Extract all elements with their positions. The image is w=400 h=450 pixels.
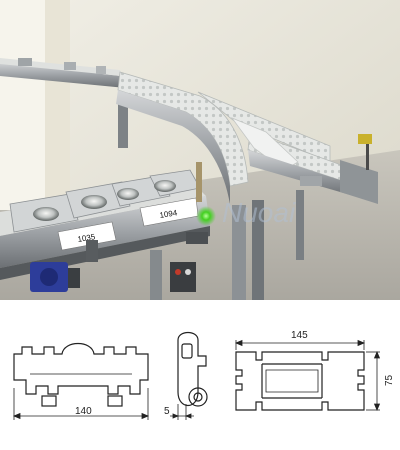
aluminium-profile-height-label: 75 [384,374,395,386]
beam-curve [116,90,230,204]
window-light [0,0,45,210]
right-leg [296,190,304,260]
beam-right [248,150,354,196]
dimension-145 [234,339,366,350]
green-indicator-light [196,206,216,226]
tray [149,169,201,197]
aluminium-profile-web [261,363,323,399]
far-part [18,58,32,66]
front-leg [252,200,264,300]
side-profile-pin-hole [193,392,203,402]
sensor-bracket [300,176,322,186]
tray [9,193,79,233]
aluminium-profile-rib [265,369,319,393]
chain-module-tab [107,395,123,407]
far-part [96,66,106,74]
tray-label-card: 1035 [57,221,117,251]
side-profile-slot [181,343,193,359]
tray-label: 1035 [77,232,97,244]
drive-motor [30,262,80,292]
front-leg [150,250,162,300]
aluminium-profile-outline [235,351,365,411]
conveyor-photo: 1035 1094 Nuoai [0,0,400,300]
side-profile-offset-label: 5 [164,406,170,417]
end-box [340,160,378,204]
sensor-cable [366,140,369,170]
dimension-75 [366,350,381,412]
sensor-bracket [196,162,202,202]
watermark-logo: Nuoai [222,197,296,228]
chain-module-tab [41,395,57,407]
dimension-140 [12,388,150,420]
side-profile-drawing [177,331,208,407]
technical-drawings: 140 5 145 [12,330,395,420]
dimension-5 [170,404,194,420]
chain-module-drawing [13,342,149,407]
sensor-top [358,134,372,144]
sensor-bracket [86,240,98,262]
front-leg [232,205,246,300]
side-profile-pin [188,387,208,407]
far-part [64,62,76,70]
far-rail [0,62,126,88]
chain-module-width-label: 140 [75,406,92,417]
control-box [170,262,196,292]
tray-label: 1094 [159,208,179,220]
chain-module-outline [13,342,149,395]
aluminium-profile-width-label: 145 [291,330,308,341]
aluminium-profile-drawing [235,351,365,411]
back-leg [118,88,128,148]
tray [65,181,131,219]
cable-box [186,232,208,244]
